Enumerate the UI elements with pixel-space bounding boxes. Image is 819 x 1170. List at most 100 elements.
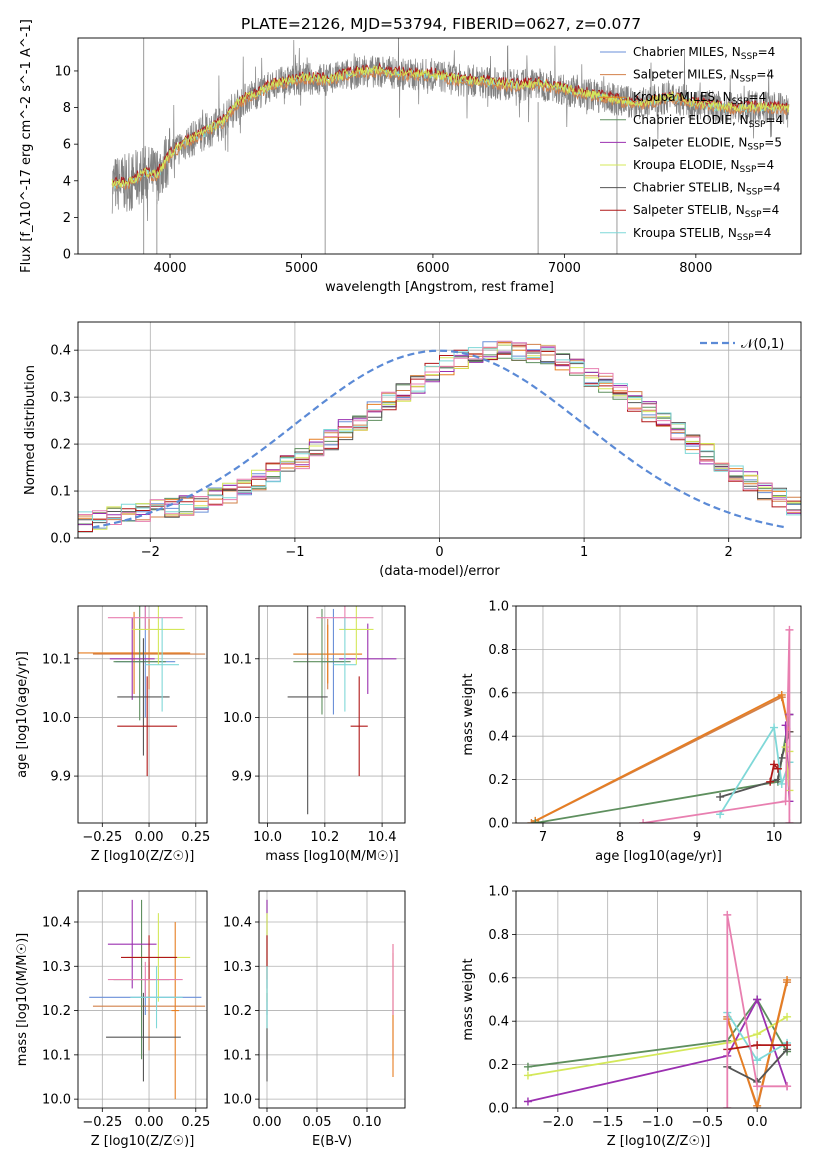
x-tick-label: 6000 xyxy=(416,261,449,276)
y-tick-label: 1.0 xyxy=(488,885,509,900)
legend-label: Chabrier ELODIE, NSSP=4 xyxy=(633,113,783,130)
figure-title: PLATE=2126, MJD=53794, FIBERID=0627, z=0… xyxy=(241,15,641,33)
weight-line xyxy=(642,629,791,823)
weight-marker xyxy=(777,690,786,699)
y-axis-label: mass weight xyxy=(461,958,476,1040)
weight-line xyxy=(527,1016,788,1077)
legend-label: Salpeter MILES, NSSP=4 xyxy=(633,68,774,85)
weight-line xyxy=(726,914,787,1108)
x-axis-label: Z [log10(Z/Z☉)] xyxy=(607,1134,711,1149)
y-tick-label: 9.9 xyxy=(50,770,71,785)
axes-frame xyxy=(77,321,802,539)
x-tick-label: 8000 xyxy=(679,261,712,276)
y-tick-label: 10.4 xyxy=(42,916,71,931)
weight-marker xyxy=(753,1056,762,1065)
x-tick-label: 5000 xyxy=(285,261,318,276)
errorbar-area xyxy=(287,606,397,815)
x-tick-label: 0.25 xyxy=(181,1115,210,1130)
y-tick-label: 10.0 xyxy=(223,711,252,726)
x-tick-label: −1.5 xyxy=(592,1115,624,1130)
y-tick-label: 0.2 xyxy=(488,1058,509,1073)
model-fit-line xyxy=(111,65,790,188)
x-tick-label: 1 xyxy=(580,545,588,560)
y-axis-label: mass [log10(M/M☉)] xyxy=(15,933,30,1066)
weight-marker xyxy=(716,792,725,801)
y-tick-label: 10.1 xyxy=(223,1048,252,1063)
legend-label: Kroupa ELODIE, NSSP=4 xyxy=(633,158,774,175)
x-tick-label: −1.0 xyxy=(642,1115,674,1130)
weight-line xyxy=(530,695,791,823)
y-tick-label: 10.1 xyxy=(42,652,71,667)
x-tick-label: 10.4 xyxy=(368,830,397,845)
axes-frame xyxy=(258,605,406,824)
x-tick-label: 9 xyxy=(693,830,701,845)
y-tick-label: 0.8 xyxy=(488,643,509,658)
y-tick-label: 0.6 xyxy=(488,971,509,986)
x-tick-label: 4000 xyxy=(153,261,186,276)
y-tick-label: 10.3 xyxy=(223,960,252,975)
y-tick-label: 0.8 xyxy=(488,928,509,943)
weight-marker xyxy=(783,1012,792,1021)
legend-label: Salpeter STELIB, NSSP=4 xyxy=(633,203,779,220)
x-tick-label: −1 xyxy=(285,545,304,560)
histogram-step xyxy=(78,340,801,525)
y-axis-label: Flux [f_λ10^-17 erg cm^-2 s^-1 A^-1] xyxy=(19,19,34,273)
x-tick-label: 7000 xyxy=(548,261,581,276)
y-tick-label: 4 xyxy=(63,174,71,189)
panel-mass_vs_Z: −0.25 0.00 0.25 10.0 10.1 10.2 10.3 10.4 Z [log1… xyxy=(15,890,210,1149)
y-tick-label: 10.4 xyxy=(223,916,252,931)
x-tick-label: −2 xyxy=(141,545,160,560)
weight-area xyxy=(523,910,792,1108)
histogram-area xyxy=(78,340,801,533)
y-tick-label: 10.0 xyxy=(223,1093,252,1108)
y-tick-label: 6 xyxy=(63,138,71,153)
panel-age_vs_mass: 10.0 10.2 10.4 9.9 10.0 10.1 mass [log10(M/M☉)… xyxy=(223,605,406,864)
normal-curve xyxy=(92,349,787,529)
spectrum-legend: Chabrier MILES, NSSP=4 Salpeter MILES, NS… xyxy=(600,45,783,243)
x-tick-label: −0.25 xyxy=(82,1115,122,1130)
y-tick-label: 10.0 xyxy=(42,711,71,726)
weight-marker xyxy=(777,779,786,788)
legend-label: Chabrier MILES, NSSP=4 xyxy=(633,45,775,62)
x-tick-label: 0.05 xyxy=(303,1115,332,1130)
axes-frame xyxy=(77,37,802,255)
weight-marker xyxy=(753,1101,762,1108)
x-axis-label: wavelength [Angstrom, rest frame] xyxy=(325,280,554,295)
y-tick-label: 0.1 xyxy=(50,485,71,500)
x-tick-label: −0.5 xyxy=(692,1115,724,1130)
x-axis-label: Z [log10(Z/Z☉)] xyxy=(91,1134,195,1149)
weight-marker xyxy=(783,975,792,984)
y-tick-label: 0.6 xyxy=(488,686,509,701)
weight-area xyxy=(527,625,794,823)
y-tick-label: 10.0 xyxy=(42,1093,71,1108)
axes-frame xyxy=(77,890,208,1109)
panel-residuals: −2 −1 0 1 2 0.0 0.1 0.2 0.3 0.4 (data-model)/error… xyxy=(23,321,802,579)
x-tick-label: 0.10 xyxy=(353,1115,382,1130)
panel-age_vs_Z: −0.25 0.00 0.25 9.9 10.0 10.1 Z [log10(Z/Z☉)] a… xyxy=(15,605,210,864)
histogram-step xyxy=(78,341,801,522)
y-tick-label: 9.9 xyxy=(231,770,252,785)
y-tick-label: 2 xyxy=(63,211,71,226)
x-axis-label: E(B-V) xyxy=(312,1134,352,1149)
weight-marker xyxy=(781,797,790,806)
weight-marker xyxy=(723,910,732,919)
y-tick-label: 0.0 xyxy=(488,1102,509,1117)
y-tick-label: 10 xyxy=(54,64,71,79)
data-spectrum-line xyxy=(111,38,790,222)
weight-marker xyxy=(753,1041,762,1050)
weight-marker xyxy=(639,819,648,823)
x-tick-label: 0.00 xyxy=(135,830,164,845)
weight-marker xyxy=(770,760,779,769)
y-tick-label: 0.0 xyxy=(488,817,509,832)
axes-frame xyxy=(77,605,208,824)
y-tick-label: 10.1 xyxy=(42,1048,71,1063)
weight-marker xyxy=(523,1062,532,1071)
x-tick-label: −0.25 xyxy=(82,830,122,845)
weight-marker xyxy=(531,819,540,823)
y-axis-label: Normed distribution xyxy=(23,365,38,495)
weight-marker xyxy=(785,625,794,634)
spectrum-plot-area xyxy=(111,38,790,254)
errorbar-area xyxy=(78,606,206,777)
x-tick-label: 2 xyxy=(725,545,733,560)
